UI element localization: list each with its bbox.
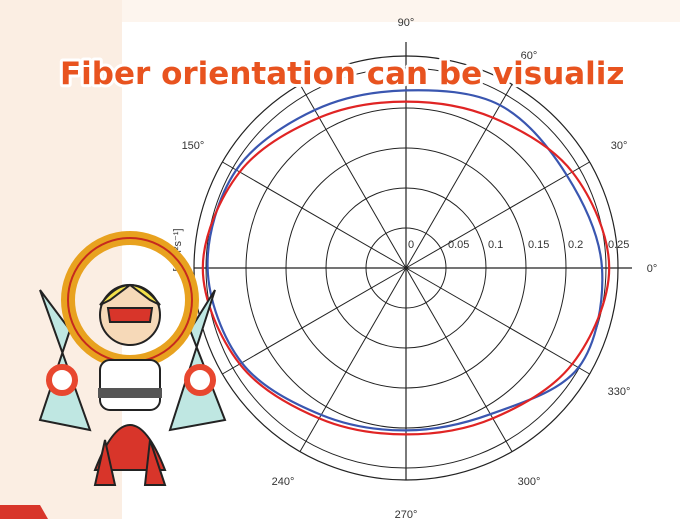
arrow <box>0 505 48 519</box>
r-tick-label: 0.25 <box>608 239 629 251</box>
angle-label: 240° <box>272 476 295 488</box>
screen: 00.050.10.150.20.2590°60°30°0°150°240°27… <box>0 0 680 519</box>
angle-label: 90° <box>398 17 415 29</box>
angle-label: 330° <box>608 386 631 398</box>
page: {"banner": "Fiber orientation can be vis… <box>0 0 680 519</box>
r-tick-label: 0.15 <box>528 239 549 251</box>
banner-title: Fiber orientation can be visualiz <box>60 56 624 92</box>
r-tick-label: 0.2 <box>568 239 583 251</box>
r-tick-label: 0.1 <box>488 239 503 251</box>
r-tick-label: 0.05 <box>448 239 469 251</box>
angle-label: 0° <box>647 263 658 275</box>
angle-label: 30° <box>611 140 628 152</box>
r-tick-label: 0 <box>408 239 414 251</box>
angle-label: 270° <box>395 509 418 519</box>
angle-label: 150° <box>182 140 205 152</box>
angle-label: 300° <box>518 476 541 488</box>
